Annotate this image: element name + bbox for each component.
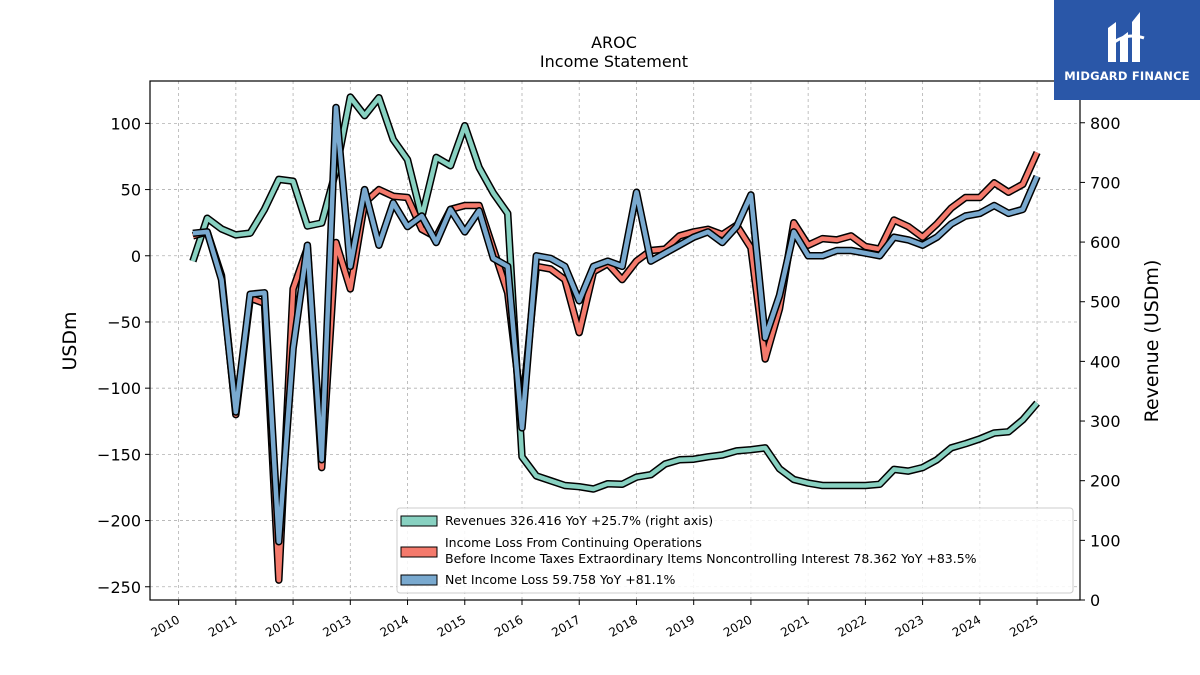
legend-swatch-pretax-income	[400, 546, 438, 558]
legend-label-revenues: Revenues 326.416 YoY +25.7% (right axis)	[445, 513, 713, 528]
x-tick-label: 2016	[492, 612, 525, 639]
y-tick-label-left: 100	[110, 114, 141, 133]
plot-area-frame	[149, 80, 1081, 601]
y-axis-label-left: USDm	[59, 311, 81, 370]
y-tick-label-right: 500	[1090, 293, 1121, 312]
y-tick-label-right: 300	[1090, 412, 1121, 431]
legend-label-pretax-income-line2: Before Income Taxes Extraordinary Items …	[445, 551, 977, 566]
y-tick-label-left: 50	[121, 181, 141, 200]
y-axis-label-right: Revenue (USDm)	[1141, 260, 1163, 423]
x-tick-label: 2011	[206, 612, 239, 639]
legend-swatch-revenues	[400, 515, 438, 527]
x-tick-label: 2020	[721, 612, 754, 639]
chart-title: AROC	[591, 33, 637, 52]
series-net-income-outline	[192, 103, 1041, 546]
x-axis-ticks: 2010 2011 2012 2013 2014 2015 2016 2017 2018 2019…	[149, 600, 1041, 640]
logo-text: MIDGARD FINANCE	[1064, 69, 1190, 83]
x-tick-label: 2021	[778, 612, 811, 639]
left-axis-ticks: 100 50 0 −50 −100 −150 −200 −250	[97, 114, 150, 597]
x-tick-label: 2012	[263, 612, 296, 639]
x-tick-label: 2018	[607, 612, 640, 639]
legend-label-pretax-income-line1: Income Loss From Continuing Operations	[445, 535, 702, 550]
y-tick-label-right: 100	[1090, 531, 1121, 550]
y-tick-label-right: 600	[1090, 233, 1121, 252]
x-tick-label: 2019	[664, 612, 697, 639]
series-pretax-income-line	[192, 151, 1040, 583]
y-tick-label-right: 800	[1090, 114, 1121, 133]
y-tick-label-left: −200	[97, 512, 141, 531]
x-tick-label: 2014	[378, 612, 411, 639]
right-axis-ticks: 0 100 200 300 400 500 600 700 800	[1080, 114, 1121, 610]
x-tick-label: 2023	[893, 612, 926, 639]
series-pretax-income	[191, 150, 1041, 584]
y-tick-label-left: −250	[97, 578, 141, 597]
y-tick-label-left: 0	[131, 247, 141, 266]
y-tick-label-right: 700	[1090, 173, 1121, 192]
x-tick-label: 2017	[549, 612, 582, 639]
legend-label-net-income: Net Income Loss 59.758 YoY +81.1%	[445, 572, 676, 587]
y-tick-label-left: −100	[97, 379, 141, 398]
logo-mark-icon	[1108, 12, 1145, 62]
y-tick-label-left: −150	[97, 445, 141, 464]
series-net-income	[192, 103, 1041, 546]
y-tick-label-left: −50	[107, 313, 141, 332]
series-layer	[189, 93, 1041, 584]
x-tick-label: 2013	[320, 612, 353, 639]
x-tick-label: 2015	[435, 612, 468, 639]
legend: Revenues 326.416 YoY +25.7% (right axis)…	[396, 507, 1074, 594]
y-tick-label-right: 0	[1090, 591, 1100, 610]
y-tick-label-right: 400	[1090, 352, 1121, 371]
x-tick-label: 2025	[1007, 612, 1040, 639]
x-tick-label: 2024	[950, 612, 983, 639]
x-tick-label: 2010	[149, 612, 182, 639]
series-net-income-line	[192, 105, 1040, 544]
x-tick-label: 2022	[835, 612, 868, 639]
chart-subtitle: Income Statement	[540, 52, 688, 71]
legend-box	[396, 507, 1074, 594]
brand-logo: MIDGARD FINANCE	[1054, 0, 1200, 100]
legend-swatch-net-income	[400, 574, 438, 586]
y-tick-label-right: 200	[1090, 472, 1121, 491]
